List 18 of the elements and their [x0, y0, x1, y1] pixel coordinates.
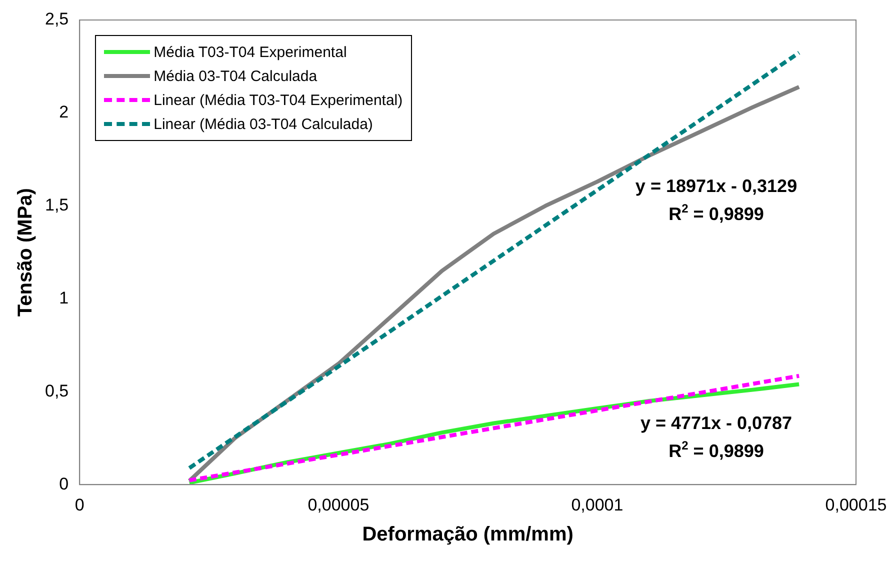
x-tick-label: 0 — [74, 495, 84, 514]
y-tick-label: 1,5 — [44, 196, 69, 215]
legend-label: Média T03-T04 Experimental — [154, 44, 347, 60]
x-tick-label: 0,0001 — [571, 495, 624, 514]
x-tick-label: 0,00015 — [825, 495, 887, 514]
y-tick-label: 0 — [59, 474, 69, 494]
legend-label: Média 03-T04 Calculada — [154, 68, 318, 84]
legend-label: Linear (Média 03-T04 Calculada) — [154, 116, 373, 132]
y-tick-label: 1 — [59, 288, 69, 308]
y-tick-label: 0,5 — [44, 381, 69, 400]
y-axis-title: Tensão (MPa) — [14, 188, 37, 317]
annotation: y = 4771x - 0,0787 — [640, 413, 792, 434]
y-tick-label: 2,5 — [44, 10, 69, 29]
legend-label: Linear (Média T03-T04 Experimental) — [154, 92, 403, 108]
x-tick-label: 0,00005 — [308, 495, 370, 514]
annotation: y = 18971x - 0,3129 — [635, 176, 798, 196]
y-tick-label: 2 — [59, 102, 69, 122]
x-axis-title: Deformação (mm/mm) — [362, 524, 574, 546]
